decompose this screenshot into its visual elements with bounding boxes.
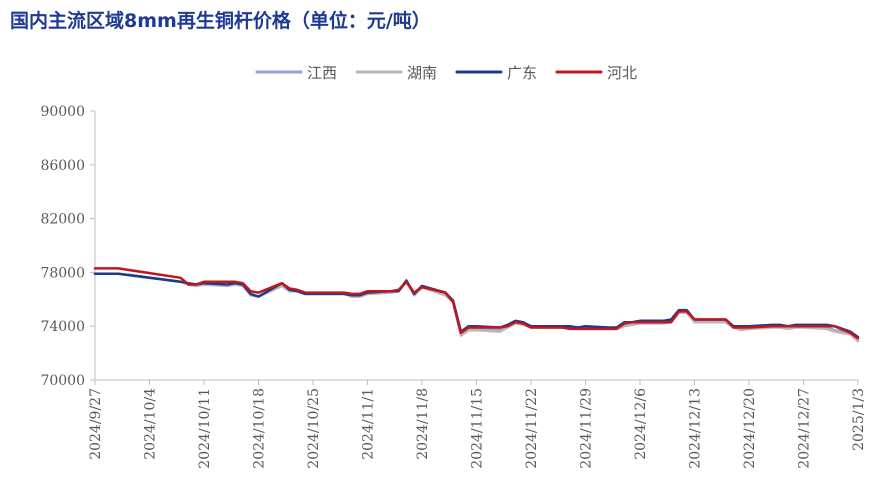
- x-tick-label: 2024/12/20: [742, 388, 758, 469]
- legend-label: 河北: [607, 64, 637, 82]
- legend-label: 广东: [507, 64, 537, 82]
- x-tick-label: 2024/12/6: [633, 388, 649, 460]
- y-tick-label: 90000: [40, 104, 85, 120]
- legend-label: 江西: [307, 64, 337, 82]
- y-tick-label: 86000: [40, 158, 85, 174]
- y-tick-label: 78000: [40, 265, 85, 281]
- x-tick-label: 2024/11/1: [361, 388, 377, 460]
- legend-label: 湖南: [407, 64, 437, 82]
- x-tick-label: 2024/10/18: [252, 388, 268, 469]
- y-tick-label: 70000: [40, 373, 85, 389]
- y-tick-label: 74000: [40, 319, 85, 335]
- x-tick-label: 2024/12/27: [797, 388, 813, 469]
- y-tick-label: 82000: [40, 212, 85, 228]
- x-tick-label: 2024/9/27: [88, 388, 104, 460]
- x-tick-label: 2024/12/13: [688, 388, 704, 469]
- x-tick-label: 2024/11/15: [470, 388, 486, 469]
- x-tick-label: 2024/10/11: [197, 388, 213, 469]
- x-tick-label: 2024/11/29: [579, 388, 595, 469]
- x-tick-label: 2024/11/8: [415, 388, 431, 460]
- x-tick-label: 2024/11/22: [524, 388, 540, 469]
- series-line-河北: [93, 267, 860, 340]
- x-tick-label: 2024/10/25: [306, 388, 322, 469]
- x-tick-label: 2025/1/3: [851, 388, 867, 451]
- x-tick-label: 2024/10/4: [143, 388, 159, 460]
- chart-title: 国内主流区域8mm再生铜杆价格（单位：元/吨）: [10, 10, 431, 32]
